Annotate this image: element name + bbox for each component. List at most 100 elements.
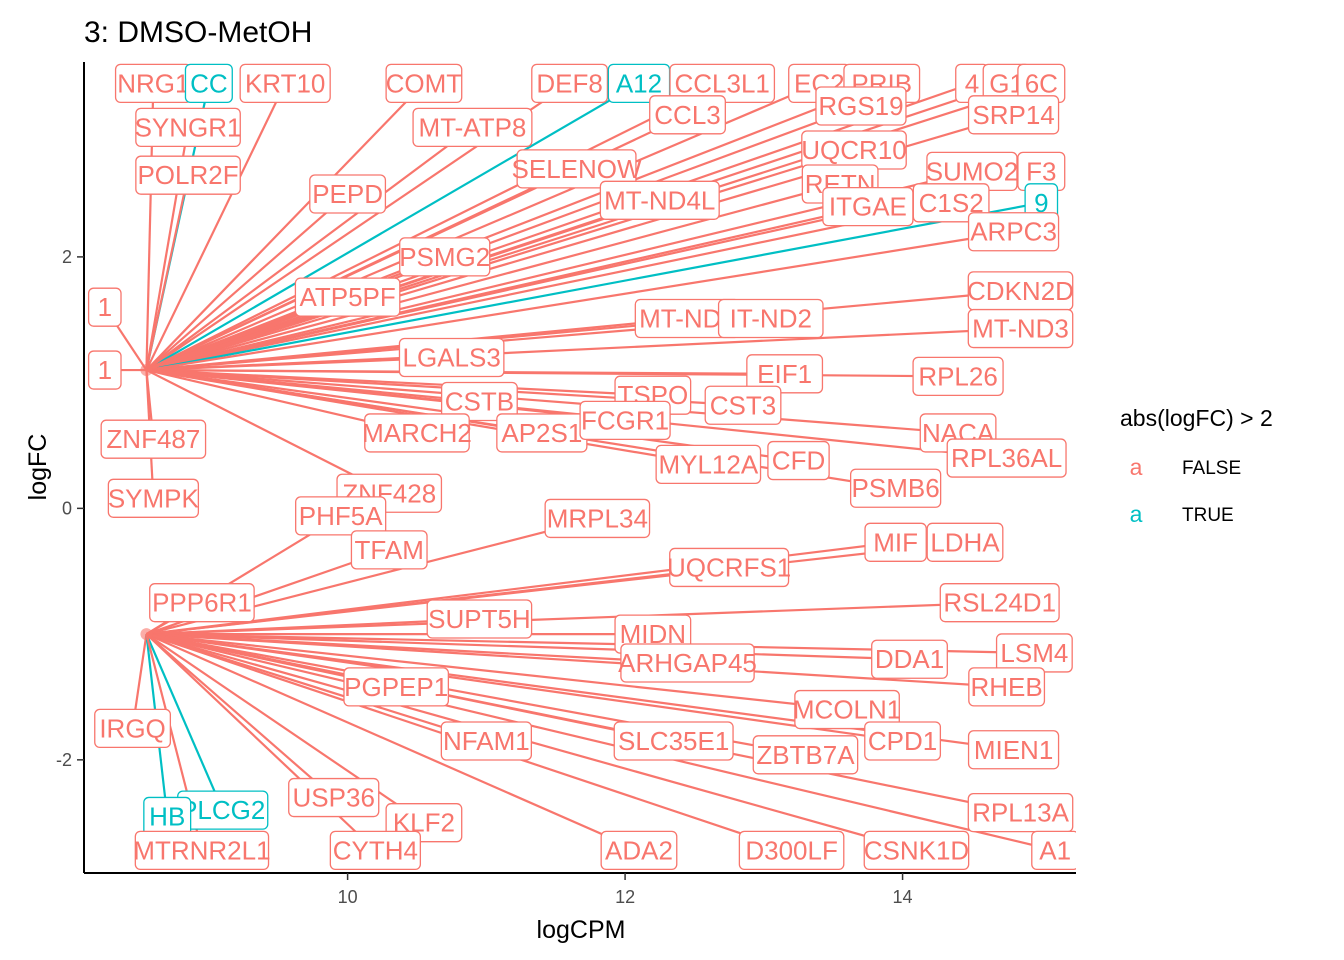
label-segment xyxy=(145,633,224,811)
gene-label: PSMG2 xyxy=(399,237,491,277)
gene-label-text: PGPEP1 xyxy=(344,672,448,702)
gene-label-box xyxy=(440,721,532,761)
legend-label-false: FALSE xyxy=(1182,458,1241,479)
gene-label: PLCG2 xyxy=(177,790,269,830)
gene-label-box xyxy=(412,107,533,148)
gene-label-box xyxy=(398,337,505,378)
gene-label-box xyxy=(135,155,241,195)
legend-key-false: a xyxy=(1130,454,1143,480)
gene-label-box xyxy=(704,385,782,425)
gene-label: PPP6R1 xyxy=(149,583,255,623)
gene-label: A1 xyxy=(1031,830,1076,871)
gene-label-box xyxy=(738,830,845,871)
gene-label: DDA1 xyxy=(871,639,948,679)
data-points xyxy=(140,364,153,641)
gene-label-text: EIF1 xyxy=(757,359,812,389)
label-segment xyxy=(145,174,190,371)
gene-label: IT-ND2 xyxy=(717,298,824,339)
gene-label: CST3 xyxy=(704,385,782,425)
gene-label-box xyxy=(864,522,927,562)
gene-label-text: ZNF487 xyxy=(106,424,200,454)
gene-label-box xyxy=(531,63,609,104)
label-segment xyxy=(145,633,335,799)
label-segment xyxy=(146,633,1021,814)
label-segment xyxy=(146,201,952,372)
gene-label: AP2S1 xyxy=(496,413,588,453)
gene-label: MCOLN1 xyxy=(793,689,901,730)
gene-label: CCL3 xyxy=(649,95,726,135)
gene-label-text: MTRNR2L1 xyxy=(133,835,270,865)
plot-area: NRG1 CC KRT10 COMT DEF8 A12 CCL3L1 EC2 PRIB 4 G1 6C… xyxy=(87,63,1076,871)
gene-label: POLR2F xyxy=(135,155,241,195)
gene-label-text: ARPC3 xyxy=(970,217,1057,247)
gene-label-box xyxy=(288,777,380,818)
gene-label-text: FCGR1 xyxy=(581,405,669,435)
gene-label-box xyxy=(1031,830,1076,871)
gene-label: USP36 xyxy=(288,777,380,818)
gene-label: SRP14 xyxy=(967,95,1060,135)
label-segment xyxy=(145,82,425,371)
gene-label-text: SYMPK xyxy=(108,483,200,513)
gene-label-text: HB xyxy=(149,801,185,831)
gene-label: MIEN1 xyxy=(967,730,1060,770)
gene-label-box xyxy=(309,174,387,214)
gene-label-text: RGS19 xyxy=(818,91,903,121)
gene-label-box xyxy=(946,438,1067,478)
gene-label: RPL26 xyxy=(912,356,1004,396)
gene-label: NFAM1 xyxy=(440,721,532,761)
gene-label-box xyxy=(239,63,331,104)
gene-label: CFD xyxy=(767,440,830,481)
legend-entry-true: a TRUE xyxy=(1130,501,1234,527)
gene-label-text: 6C xyxy=(1025,68,1058,98)
gene-label-box xyxy=(600,830,678,871)
gene-label: ITGAE xyxy=(822,186,914,227)
gene-label: ZBTB7A xyxy=(752,735,859,775)
gene-label-text: USP36 xyxy=(293,783,375,813)
gene-label-box xyxy=(544,498,651,539)
label-segment xyxy=(145,193,349,371)
gene-label: FCGR1 xyxy=(579,400,671,440)
gene-label-text: ATP5PF xyxy=(299,282,395,312)
label-segment xyxy=(145,369,390,495)
gene-label-text: MRPL34 xyxy=(547,503,648,533)
gene-label-text: A1 xyxy=(1039,835,1071,865)
gene-label-box xyxy=(620,643,755,683)
gene-label-text: LDHA xyxy=(930,527,1000,557)
gene-label-text: CYTH4 xyxy=(333,835,418,865)
gene-label-text: RPL36AL xyxy=(951,443,1062,473)
label-segment xyxy=(146,82,973,372)
gene-label-box xyxy=(426,599,533,639)
label-segment xyxy=(146,633,1007,689)
gene-label-text: RPL26 xyxy=(918,361,998,391)
gene-label: IRGQ xyxy=(94,708,172,749)
gene-label-box xyxy=(871,639,948,679)
gene-label-text: CC xyxy=(190,68,228,98)
label-segment xyxy=(145,167,577,372)
gene-label-box xyxy=(579,400,671,440)
gene-label: TFAM xyxy=(350,530,428,570)
gene-label-text: SLC35E1 xyxy=(618,726,729,756)
label-segment xyxy=(146,230,1014,372)
label-segment xyxy=(146,199,661,372)
gene-label: DEF8 xyxy=(531,63,609,104)
legend-key-true: a xyxy=(1130,501,1143,527)
y-tick-label: 2 xyxy=(62,247,72,267)
gene-label: SYNGR1 xyxy=(135,107,242,148)
gene-label-text: MCOLN1 xyxy=(793,695,901,725)
gene-label-text: MIF xyxy=(873,527,918,557)
gene-label-text: CST3 xyxy=(710,390,776,420)
gene-label: NRG1 xyxy=(114,63,192,104)
gene-label-box xyxy=(767,440,830,481)
gene-label: UQCRFS1 xyxy=(667,547,791,588)
label-segment xyxy=(146,633,910,661)
gene-label: UQCR10 xyxy=(801,130,907,170)
gene-label: CSNK1D xyxy=(863,830,970,871)
gene-label-box xyxy=(912,183,990,223)
gene-label: ARPC3 xyxy=(967,212,1060,252)
y-tick-label: -2 xyxy=(56,750,72,770)
gene-label-text: COMT xyxy=(386,68,463,98)
gene-label-box xyxy=(87,287,122,327)
x-axis-ticks: 10 12 14 xyxy=(338,873,913,907)
gene-label-text: CFD xyxy=(772,446,825,476)
gene-label: PEPD xyxy=(309,174,387,214)
